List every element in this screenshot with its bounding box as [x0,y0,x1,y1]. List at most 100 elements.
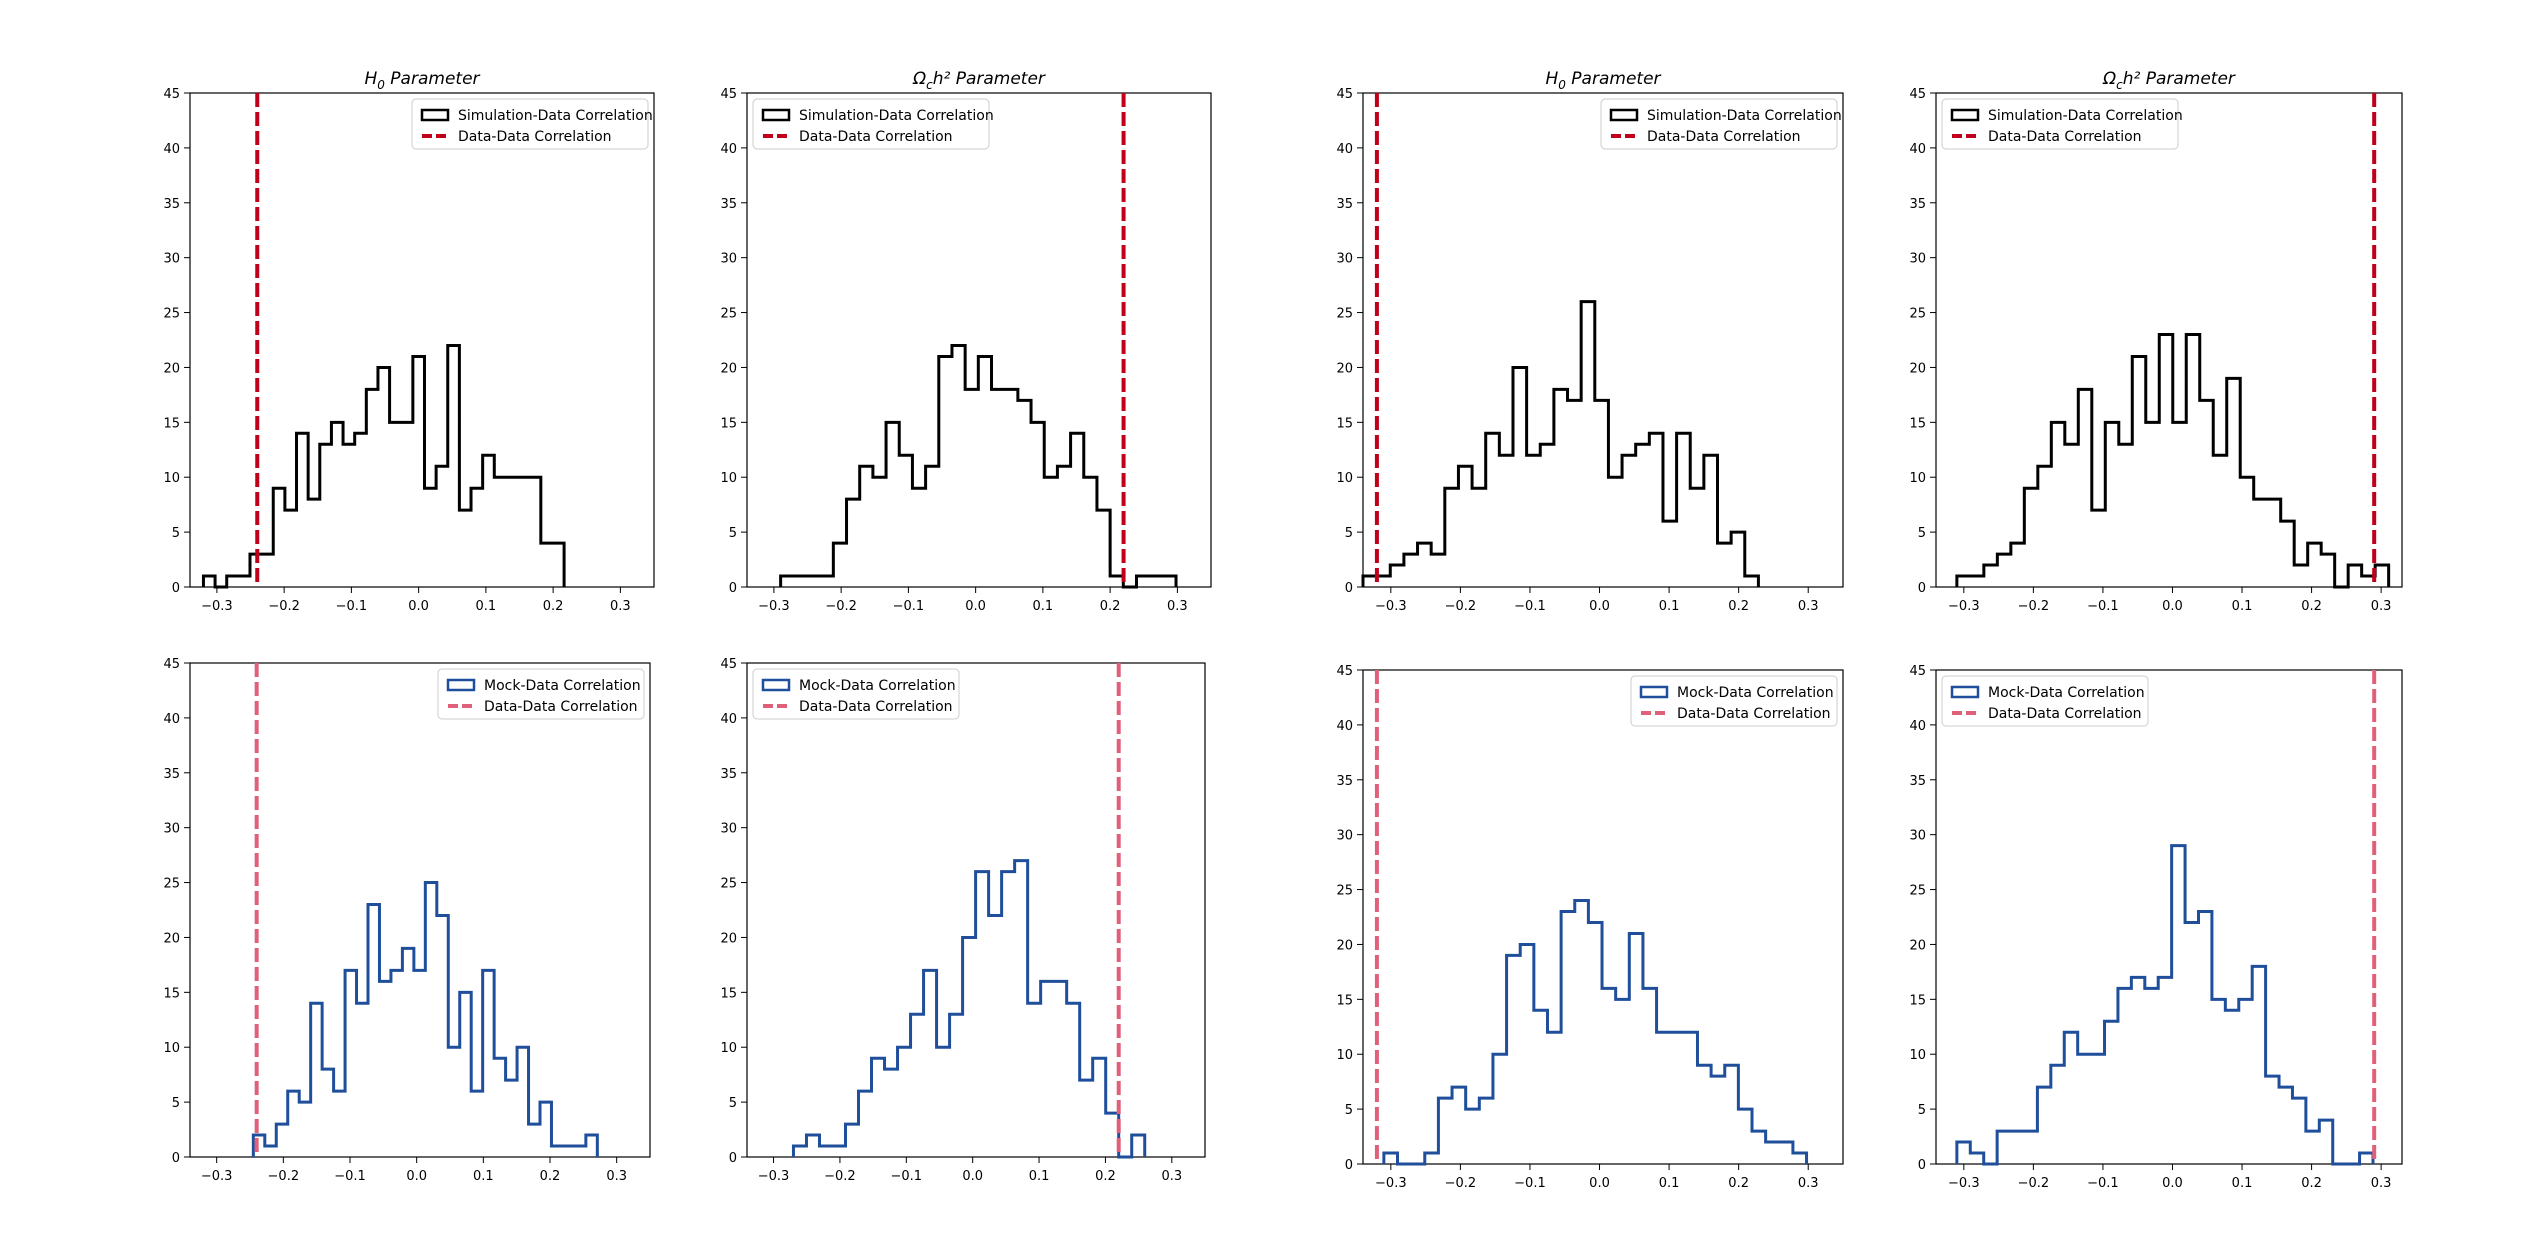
title-main: H [1545,69,1558,89]
legend-hist-swatch [420,108,450,122]
hist-bin [1054,981,1067,1157]
hist-bin [1540,444,1554,587]
hist-bin [2146,422,2159,587]
y-tick-label: 20 [720,931,737,946]
y-tick-label: 35 [163,767,180,782]
hist-bin [1629,933,1643,1164]
hist-bin [1150,576,1163,587]
chart-panel-p8: −0.3 −0.2 −0.1 0.0 0.1 0.2 0.3 0 5 10 15 20 25 30 35 40… [1909,664,2403,1191]
hist-bin [1071,433,1084,587]
title-sub: c [2116,78,2123,92]
x-tick-label: 0.1 [476,599,497,614]
x-tick-label: 0.1 [2232,599,2253,614]
hist-bin [965,389,978,587]
hist-bin [368,905,379,1157]
hist-bin [2292,1098,2305,1164]
hist-bin [552,543,564,587]
title-sub: 0 [1558,78,1566,92]
hist-bin [2375,565,2388,587]
x-tick-label: −0.1 [893,599,925,614]
hist-bin [1997,554,2010,587]
histogram-series [779,343,1178,589]
title-rest: Parameter [1566,69,1662,89]
hist-bin [847,499,860,587]
hist-bin [2078,1054,2091,1164]
y-tick-label: 25 [720,877,737,892]
legend-series-label: Simulation-Data Correlation [1988,108,2183,124]
legend-box [1941,675,2149,727]
hist-bin [1015,861,1028,1157]
hist-bin [2185,922,2198,1164]
hist-bin [391,970,402,1157]
hist-bin [2267,499,2280,587]
y-tick-label: 0 [172,1151,180,1166]
hist-bin [1779,1142,1793,1164]
hist-bin [2213,455,2226,587]
x-tick-label: 0.1 [473,1169,494,1184]
hist-bin [1793,1153,1807,1164]
hist-bin [1093,1058,1106,1157]
legend-box [1630,675,1838,727]
hist-bin [483,970,494,1157]
hist-bin [2011,543,2024,587]
hist-bin [1031,422,1044,587]
x-tick-label: −0.3 [201,1169,233,1184]
y-tick-label: 15 [163,986,180,1001]
hist-bin [1725,1065,1739,1164]
hist-bin [448,345,460,587]
y-tick-label: 45 [1909,87,1926,102]
title-main: H [364,69,377,89]
x-tick-label: 0.3 [1798,599,1819,614]
hist-bin [331,422,343,587]
hist-bin [2200,400,2213,587]
hist-bin [1404,554,1418,587]
hist-bin [2279,1087,2292,1164]
hist-bin [924,970,937,1157]
x-tick-label: 0.3 [1798,1176,1819,1191]
hist-bin [2254,499,2267,587]
hist-bin [1458,466,1472,587]
hist-bin [401,422,413,587]
y-tick-label: 25 [720,307,737,322]
axes-frame [189,662,651,1158]
hist-bin [1704,455,1718,587]
y-tick-label: 0 [1918,581,1926,596]
hist-bin [311,1003,322,1157]
x-tick-label: −0.2 [268,599,300,614]
hist-bin [2051,1065,2064,1164]
hist-bin [820,576,833,587]
legend: Simulation-Data Correlation Data-Data Cor… [411,98,653,150]
y-tick-label: 20 [163,931,180,946]
y-tick-label: 40 [1336,142,1353,157]
hist-bin [2145,988,2158,1164]
hist-bin [1163,576,1176,587]
hist-bin [860,466,873,587]
histogram-series [201,343,566,589]
hist-bin [1002,872,1015,1157]
hist-bin [203,576,215,587]
y-tick-label: 45 [1336,664,1353,679]
title-rest: h² Parameter [933,69,1046,89]
hist-bin [1018,400,1031,587]
legend-series-label: Mock-Data Correlation [799,678,956,694]
hist-bin [2024,1131,2037,1164]
x-tick-label: 0.1 [1659,599,1680,614]
hist-bin [425,883,436,1157]
hist-bin [1067,1003,1080,1157]
histogram-series [1382,899,1809,1166]
hist-bin [506,1080,517,1157]
y-tick-label: 15 [720,986,737,1001]
x-tick-label: 0.2 [2301,1176,2322,1191]
y-tick-label: 20 [163,361,180,376]
x-tick-label: −0.1 [2087,599,2119,614]
hist-bin [1670,1032,1684,1164]
hist-bin [334,1091,345,1157]
hist-bin [1084,477,1097,587]
hist-bin [1384,1153,1398,1164]
hist-bin [2118,988,2131,1164]
hist-bin [2186,335,2199,587]
hist-bin [1636,444,1650,587]
x-tick-label: 0.0 [408,599,429,614]
hist-bin [1643,988,1657,1164]
x-tick-label: −0.1 [1514,1176,1546,1191]
